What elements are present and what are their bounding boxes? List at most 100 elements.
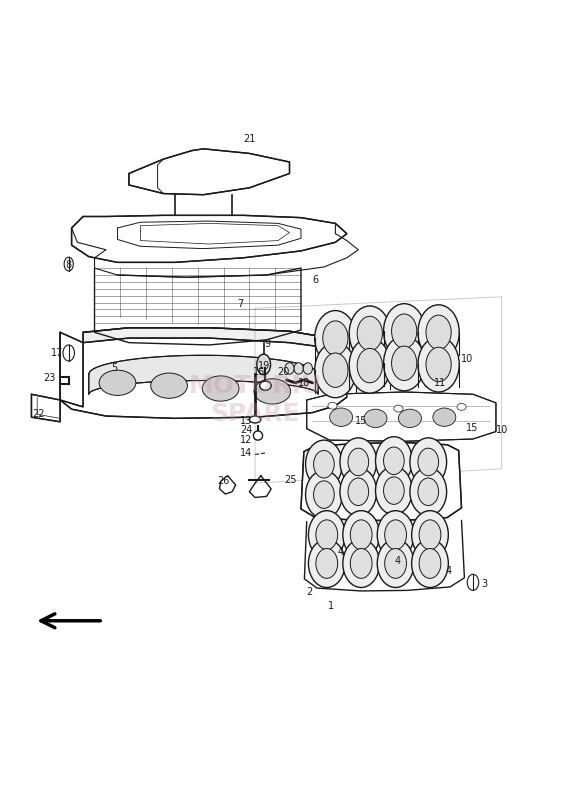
Ellipse shape	[315, 310, 356, 366]
Ellipse shape	[306, 470, 342, 518]
Text: 20: 20	[277, 367, 290, 378]
Ellipse shape	[340, 438, 377, 486]
Text: 4: 4	[394, 555, 400, 566]
Ellipse shape	[364, 409, 387, 427]
Ellipse shape	[306, 440, 342, 488]
Ellipse shape	[316, 520, 338, 550]
Text: 1: 1	[328, 602, 334, 611]
Ellipse shape	[254, 431, 262, 440]
Ellipse shape	[314, 450, 334, 478]
Polygon shape	[72, 215, 347, 262]
Text: 7: 7	[237, 298, 244, 309]
Ellipse shape	[384, 549, 406, 578]
Ellipse shape	[391, 346, 417, 381]
Polygon shape	[83, 328, 324, 347]
Text: 13: 13	[240, 416, 252, 426]
Ellipse shape	[250, 416, 261, 423]
Text: 15: 15	[355, 416, 367, 426]
Ellipse shape	[467, 574, 479, 590]
Ellipse shape	[323, 353, 348, 387]
Ellipse shape	[384, 520, 406, 550]
Polygon shape	[301, 442, 461, 521]
Ellipse shape	[418, 478, 439, 506]
Ellipse shape	[457, 403, 466, 410]
Text: 6: 6	[312, 274, 318, 285]
Text: 5: 5	[112, 363, 118, 373]
Ellipse shape	[202, 376, 239, 401]
Ellipse shape	[294, 362, 303, 374]
Ellipse shape	[412, 539, 448, 587]
Ellipse shape	[343, 510, 379, 559]
Ellipse shape	[349, 306, 390, 361]
Ellipse shape	[410, 438, 446, 486]
Ellipse shape	[426, 347, 451, 382]
Text: MOTORIU
SPARE: MOTORIU SPARE	[189, 374, 321, 426]
Ellipse shape	[348, 448, 369, 476]
Ellipse shape	[314, 481, 334, 508]
Ellipse shape	[350, 549, 372, 578]
Ellipse shape	[64, 258, 74, 271]
Ellipse shape	[383, 336, 425, 391]
Ellipse shape	[348, 478, 369, 506]
Ellipse shape	[357, 316, 382, 350]
Text: 21: 21	[243, 134, 255, 144]
Ellipse shape	[349, 338, 390, 393]
Ellipse shape	[357, 348, 382, 382]
Ellipse shape	[316, 549, 338, 578]
Text: 17: 17	[51, 348, 64, 358]
Text: 25: 25	[284, 475, 297, 486]
Ellipse shape	[433, 408, 456, 426]
Ellipse shape	[419, 520, 441, 550]
Ellipse shape	[329, 408, 353, 426]
Ellipse shape	[378, 539, 414, 587]
Ellipse shape	[303, 362, 313, 374]
Ellipse shape	[383, 447, 404, 474]
Ellipse shape	[394, 405, 403, 412]
Ellipse shape	[285, 362, 294, 374]
Ellipse shape	[412, 510, 448, 559]
Polygon shape	[31, 394, 60, 422]
Ellipse shape	[376, 437, 412, 485]
Ellipse shape	[418, 337, 459, 392]
Polygon shape	[60, 332, 83, 407]
Text: 26: 26	[217, 477, 230, 486]
Ellipse shape	[383, 304, 425, 358]
Text: 15: 15	[466, 422, 478, 433]
Ellipse shape	[410, 468, 446, 516]
Text: 22: 22	[32, 410, 45, 419]
Ellipse shape	[418, 305, 459, 360]
Ellipse shape	[426, 315, 451, 350]
Text: 4: 4	[338, 547, 344, 557]
Ellipse shape	[391, 314, 417, 348]
Ellipse shape	[350, 520, 372, 550]
Text: 3: 3	[481, 578, 488, 589]
Text: 9: 9	[265, 339, 271, 349]
Ellipse shape	[376, 466, 412, 514]
Text: 16: 16	[253, 367, 265, 378]
Ellipse shape	[254, 378, 291, 404]
Ellipse shape	[419, 549, 441, 578]
Ellipse shape	[151, 373, 188, 398]
Text: 10: 10	[461, 354, 474, 364]
Polygon shape	[307, 392, 496, 442]
Ellipse shape	[315, 342, 356, 398]
Text: 2: 2	[306, 586, 313, 597]
Ellipse shape	[309, 510, 345, 559]
Ellipse shape	[398, 409, 422, 427]
Ellipse shape	[323, 321, 348, 355]
Ellipse shape	[257, 354, 270, 374]
Polygon shape	[129, 149, 290, 194]
Polygon shape	[89, 355, 318, 394]
Text: 24: 24	[240, 426, 252, 435]
Text: 18: 18	[298, 378, 310, 388]
Ellipse shape	[343, 539, 379, 587]
Ellipse shape	[418, 448, 439, 476]
Text: 19: 19	[258, 361, 270, 370]
Ellipse shape	[328, 402, 337, 409]
Ellipse shape	[378, 510, 414, 559]
Text: 4: 4	[446, 566, 452, 576]
Ellipse shape	[340, 468, 377, 516]
Text: 10: 10	[496, 425, 508, 435]
Ellipse shape	[63, 345, 75, 361]
Ellipse shape	[259, 381, 271, 390]
